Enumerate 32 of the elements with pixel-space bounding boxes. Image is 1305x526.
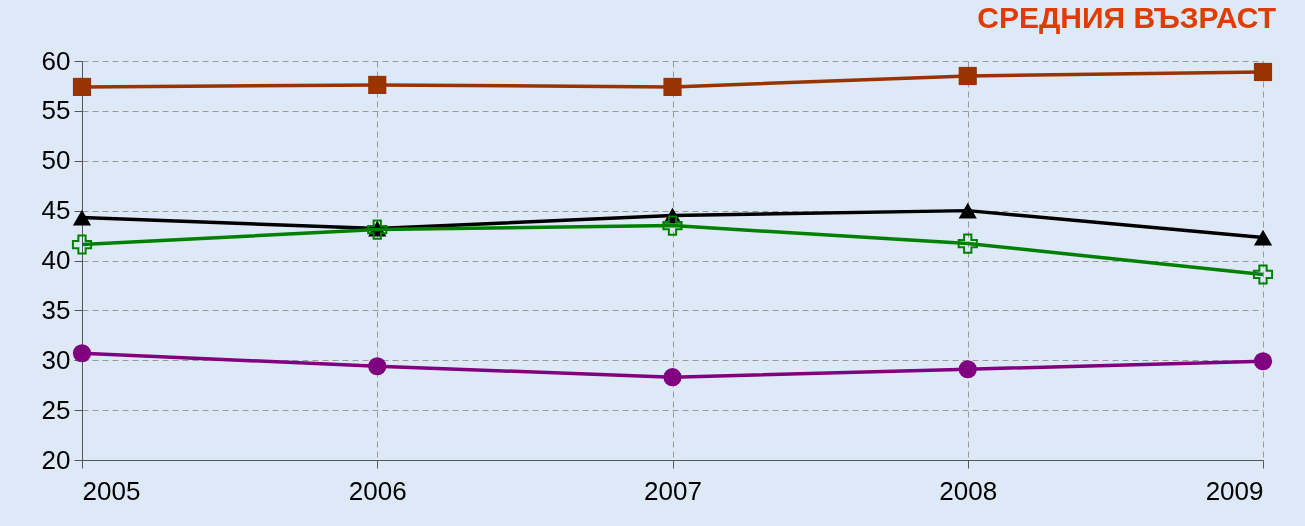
- point: [958, 360, 977, 379]
- x-tick-label: 2009: [1205, 475, 1264, 506]
- x-tick-label: 2005: [82, 475, 141, 506]
- point: [71, 234, 93, 255]
- point: [368, 357, 387, 376]
- y-tick-label: 40: [41, 245, 71, 275]
- point: [72, 77, 92, 97]
- point: [1253, 229, 1273, 246]
- y-tick-label: 55: [41, 95, 71, 126]
- point: [958, 66, 977, 86]
- y-tick-label: 30: [41, 344, 71, 375]
- point: [663, 77, 682, 97]
- y-tick-label: 50: [41, 145, 71, 176]
- y-tick-label: 45: [41, 195, 71, 226]
- point: [1252, 264, 1274, 285]
- point: [957, 233, 978, 254]
- point: [663, 368, 682, 387]
- x-tick-label: 2008: [939, 475, 998, 506]
- point: [662, 215, 683, 236]
- point: [368, 75, 387, 95]
- point: [72, 344, 92, 363]
- y-tick-label: 25: [41, 394, 71, 425]
- point: [958, 202, 977, 219]
- y-tick-label: 35: [41, 294, 71, 325]
- y-tick-label: 20: [41, 444, 71, 475]
- point: [72, 209, 92, 226]
- point: [1253, 352, 1273, 371]
- y-tick-label: 60: [41, 45, 71, 76]
- point: [1253, 62, 1273, 82]
- x-tick-label: 2007: [644, 475, 702, 506]
- chart-title: СРЕДНИЯ ВЪЗРАСТ: [977, 1, 1277, 34]
- x-tick-label: 2006: [348, 475, 407, 506]
